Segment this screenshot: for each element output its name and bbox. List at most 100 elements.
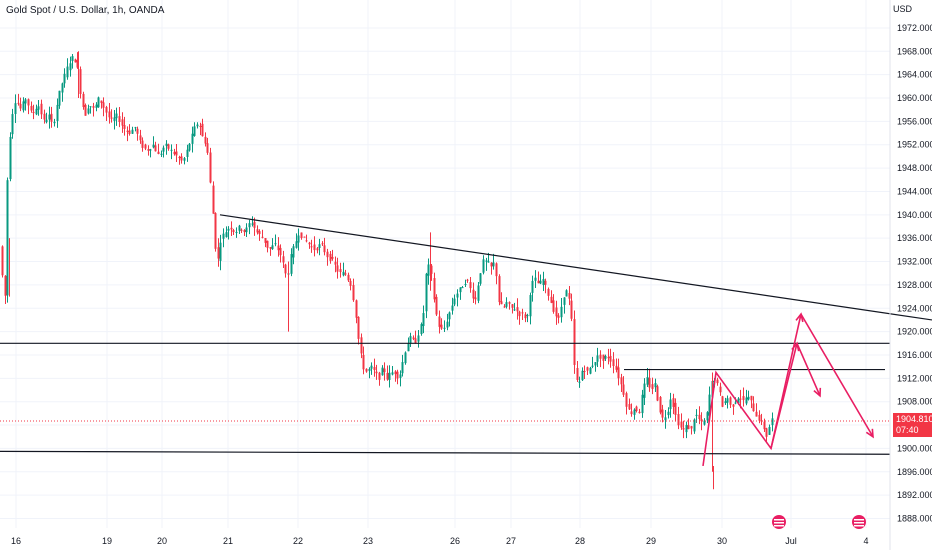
- time-tick-label: 26: [450, 536, 460, 546]
- candle-body: [368, 369, 371, 371]
- projection-branch-1-arrow[interactable]: [796, 342, 821, 397]
- candle-body: [227, 228, 230, 231]
- candle-body: [243, 230, 246, 233]
- candle-body: [144, 144, 147, 149]
- candlestick-series: [1, 51, 774, 490]
- candle-body: [1, 246, 4, 276]
- candle-body: [654, 383, 657, 388]
- candle-body: [204, 136, 207, 144]
- price-tick-label: 1936.000: [897, 233, 932, 243]
- candle-body: [357, 316, 360, 339]
- candle-body: [253, 221, 256, 228]
- candle-body: [508, 302, 511, 304]
- candle-body: [682, 428, 685, 430]
- descending-resistance-line[interactable]: [219, 214, 932, 321]
- candle-body: [768, 426, 771, 435]
- support-lower-line[interactable]: [0, 450, 891, 455]
- projection-up-1-arrow[interactable]: [702, 343, 798, 467]
- candle-body: [669, 399, 672, 410]
- time-tick-label: 30: [717, 536, 727, 546]
- candle-body: [599, 354, 602, 359]
- candle-body: [87, 108, 90, 114]
- candle-body: [53, 121, 56, 124]
- candle-body: [22, 101, 25, 111]
- price-tick-label: 1956.000: [897, 116, 932, 126]
- candle-body: [446, 321, 449, 328]
- candle-body: [375, 371, 378, 374]
- candle-body: [716, 379, 719, 384]
- candle-body: [219, 242, 222, 261]
- candle-body: [721, 396, 724, 407]
- candle-body: [555, 307, 558, 317]
- candle-body: [349, 280, 352, 286]
- candle-body: [641, 394, 644, 414]
- candle-body: [277, 245, 280, 251]
- candle-body: [175, 151, 178, 156]
- price-tick-label: 1960.000: [897, 93, 932, 103]
- candle-body: [48, 114, 51, 120]
- candle-body: [326, 251, 329, 258]
- candle-body: [581, 370, 584, 381]
- candle-body: [300, 232, 303, 238]
- candle-body: [524, 314, 527, 319]
- candle-body: [700, 419, 703, 422]
- candle-body: [708, 394, 711, 416]
- projection-down-arrow[interactable]: [800, 313, 874, 438]
- candle-body: [646, 377, 649, 385]
- candle-body: [331, 256, 334, 259]
- candle-body: [160, 153, 163, 155]
- candle-body: [693, 419, 696, 432]
- candle-body: [625, 393, 628, 407]
- time-tick-label: 23: [363, 536, 373, 546]
- candle-body: [102, 102, 105, 108]
- candle-body: [414, 338, 417, 344]
- candle-body: [50, 113, 53, 122]
- candle-body: [128, 130, 131, 134]
- us-flag-icon: [772, 515, 786, 529]
- candle-body: [732, 404, 735, 407]
- candle-body: [771, 418, 774, 426]
- candle-body: [729, 397, 732, 405]
- candle-body: [438, 316, 441, 327]
- candle-body: [568, 293, 571, 299]
- candle-body: [547, 288, 550, 296]
- candle-body: [37, 106, 40, 110]
- candle-body: [401, 362, 404, 374]
- candle-body: [552, 300, 555, 312]
- candle-body: [362, 354, 365, 370]
- candle-body: [196, 124, 199, 127]
- candle-body: [4, 275, 7, 296]
- candle-body: [425, 273, 428, 312]
- trend-lines: [0, 214, 932, 455]
- candle-body: [667, 411, 670, 416]
- candle-body: [201, 123, 204, 137]
- candle-body: [126, 130, 129, 132]
- candle-body: [459, 287, 462, 293]
- current-price-tag: 1904.810 07:40: [893, 413, 932, 437]
- candle-body: [503, 306, 506, 308]
- candle-body: [141, 140, 144, 148]
- candle-body: [451, 305, 454, 311]
- candle-body: [542, 278, 545, 286]
- candle-body: [79, 69, 82, 94]
- candle-body: [344, 273, 347, 275]
- candle-body: [321, 243, 324, 245]
- chart-grid: [0, 0, 890, 528]
- candle-body: [412, 337, 415, 339]
- candle-body: [687, 425, 690, 430]
- time-tick-label: 16: [11, 536, 21, 546]
- candle-body: [609, 355, 612, 362]
- projection-up-2-arrow[interactable]: [770, 313, 802, 449]
- time-tick-label: 22: [293, 536, 303, 546]
- us-flag-icon: [852, 515, 866, 529]
- candle-body: [734, 402, 737, 404]
- candle-body: [739, 398, 742, 400]
- candle-body: [604, 355, 607, 359]
- candle-body: [108, 111, 111, 118]
- candle-body: [27, 99, 30, 106]
- candle-body: [232, 230, 235, 233]
- candle-body: [97, 97, 100, 108]
- candle-body: [656, 386, 659, 401]
- candle-body: [199, 125, 202, 127]
